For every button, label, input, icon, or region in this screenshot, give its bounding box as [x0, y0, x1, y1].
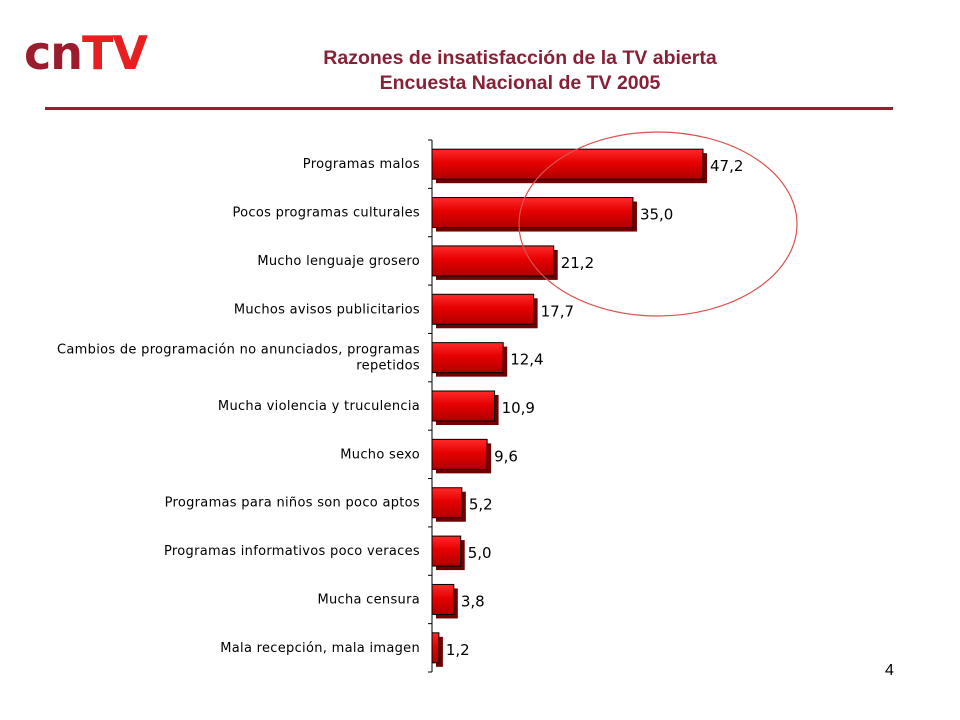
category-label: Mucha censura	[317, 592, 420, 607]
category-label: Programas informativos poco veraces	[164, 544, 420, 559]
category-label: Mucho sexo	[340, 447, 420, 462]
value-label: 3,8	[461, 592, 485, 610]
value-label: 5,2	[469, 496, 493, 514]
value-label: 12,4	[510, 351, 543, 369]
category-label: Programas para niños son poco aptos	[165, 496, 420, 511]
category-label: Mucho lenguaje grosero	[257, 254, 420, 269]
category-label: Muchos avisos publicitarios	[234, 302, 420, 317]
title-line-1: Razones de insatisfacción de la TV abier…	[323, 47, 717, 69]
value-label: 10,9	[502, 399, 535, 417]
value-label: 17,7	[541, 302, 574, 320]
bar	[431, 583, 455, 615]
logo-cn: cn	[24, 26, 83, 80]
bar	[431, 535, 462, 567]
bar-shadow	[436, 636, 443, 667]
value-label: 5,0	[468, 544, 492, 562]
page-number: 4	[885, 662, 894, 679]
category-label: repetidos	[356, 359, 420, 374]
value-label: 35,0	[640, 206, 673, 224]
category-label: Programas malos	[303, 157, 420, 172]
chart-title: Razones de insatisfacción de la TV abier…	[220, 46, 820, 96]
category-label: Mucha violencia y truculencia	[218, 399, 420, 414]
value-label: 9,6	[494, 447, 518, 465]
value-label: 21,2	[561, 254, 594, 272]
bar	[431, 487, 463, 519]
bar	[431, 342, 504, 374]
title-line-2: Encuesta Nacional de TV 2005	[379, 72, 661, 94]
category-label: Mala recepción, mala imagen	[220, 641, 420, 656]
logo-tv: TV	[82, 26, 148, 80]
category-label: Cambios de programación no anunciados, p…	[57, 343, 420, 358]
bar	[431, 632, 440, 664]
cntv-logo: cnTV	[24, 30, 148, 76]
bar	[431, 197, 634, 229]
bar	[431, 438, 488, 470]
value-label: 1,2	[446, 641, 470, 659]
bar	[431, 245, 555, 277]
highlight-circle	[518, 131, 798, 317]
title-divider	[45, 107, 893, 110]
bar	[431, 293, 535, 325]
category-label: Pocos programas culturales	[232, 206, 420, 221]
bar	[431, 390, 496, 422]
value-label: 47,2	[710, 157, 743, 175]
